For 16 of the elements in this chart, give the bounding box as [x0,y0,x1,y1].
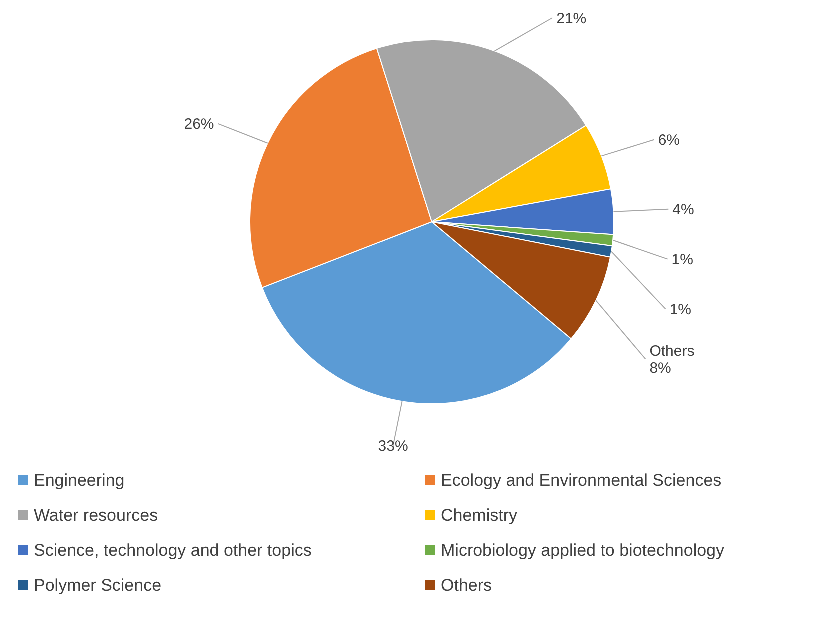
data-label: Others 8% [650,343,695,378]
legend-label: Microbiology applied to biotechnology [441,540,726,560]
data-label: 33% [378,438,408,456]
data-label: 4% [672,202,694,219]
legend-label: Ecology and Environmental Sciences [441,470,722,490]
data-label: 26% [184,116,214,134]
legend-label: Science, technology and other topics [34,540,312,560]
legend-label: Polymer Science [34,576,162,595]
data-label: 1% [672,252,694,269]
legend-label: Engineering [34,470,125,490]
legend-label: Others [441,576,492,595]
data-label: 6% [658,132,680,150]
data-label: 1% [670,302,692,319]
legend-label: Water resources [34,506,158,525]
data-label: 21% [556,10,587,28]
legend-label: Chemistry [441,506,518,525]
